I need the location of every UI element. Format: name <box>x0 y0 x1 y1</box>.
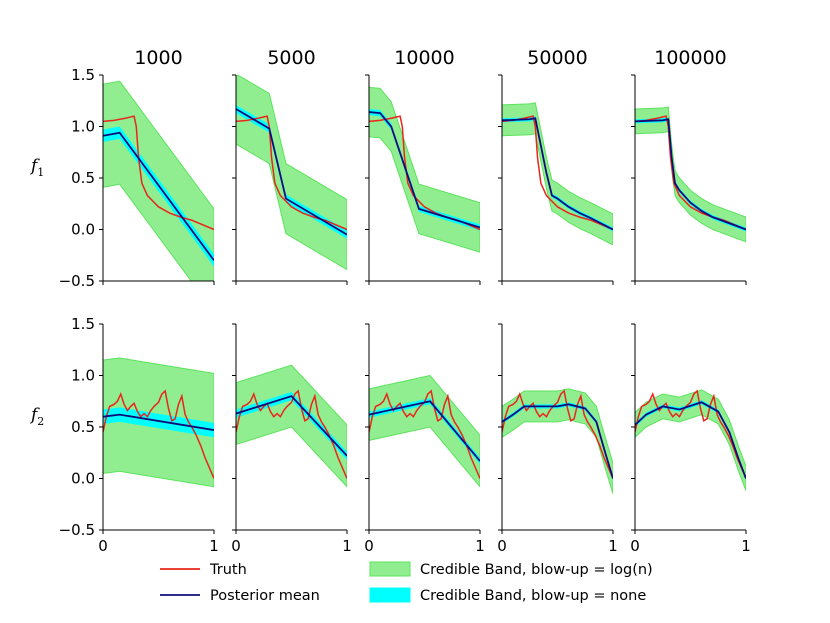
band-log-n <box>369 86 480 253</box>
posterior-mean-line <box>103 131 214 261</box>
plot-area <box>635 389 746 492</box>
x-tick-label: 1 <box>209 537 219 555</box>
row-label-subscript: 1 <box>37 166 44 179</box>
band-log-n <box>502 102 613 246</box>
truth-line <box>103 115 214 231</box>
plot-area <box>236 364 347 488</box>
x-tick-label: 1 <box>608 537 618 555</box>
plot-area <box>635 106 746 243</box>
y-tick-label: 1.0 <box>71 367 95 385</box>
x-tick-label: 1 <box>342 537 352 555</box>
row-label: f2 <box>29 405 44 428</box>
column-title: 5000 <box>267 47 315 69</box>
truth-line <box>236 115 347 231</box>
plot-area <box>236 75 347 271</box>
y-tick-label: −0.5 <box>59 521 95 539</box>
legend-label-truth: Truth <box>209 562 247 578</box>
x-tick-label: 1 <box>475 537 485 555</box>
posterior-mean-line <box>236 395 347 457</box>
band-none <box>236 391 347 460</box>
row-label-subscript: 2 <box>37 415 44 428</box>
plot-area <box>369 86 480 253</box>
posterior-mean-line <box>103 413 214 431</box>
column-title: 100000 <box>654 47 727 69</box>
truth-line <box>635 389 746 479</box>
y-tick-label: 1.5 <box>71 315 95 333</box>
column-title: 50000 <box>527 47 587 69</box>
x-tick-label: 0 <box>98 537 108 555</box>
band-log-n <box>502 388 613 495</box>
legend-label-band_none: Credible Band, blow-up = none <box>420 588 646 604</box>
legend-label-band_log: Credible Band, blow-up = log(n) <box>420 562 653 578</box>
x-tick-label: 0 <box>497 537 507 555</box>
posterior-mean-line <box>369 400 480 462</box>
plot-area <box>369 374 480 488</box>
band-log-n <box>103 80 214 281</box>
x-tick-label: 0 <box>231 537 241 555</box>
x-tick-label: 1 <box>741 537 751 555</box>
posterior-mean-line <box>236 108 347 236</box>
plot-area <box>502 102 613 246</box>
y-tick-label: 1.5 <box>71 66 95 84</box>
panel-10000-f1 <box>365 74 481 285</box>
panel-100000-f1 <box>631 74 747 285</box>
y-tick-label: 0.0 <box>71 470 95 488</box>
band-log-n <box>236 75 347 271</box>
panel-50000-f1 <box>498 74 614 285</box>
posterior-mean-line <box>369 111 480 229</box>
y-tick-label: 0.0 <box>71 221 95 239</box>
posterior-mean-line <box>502 403 613 479</box>
x-tick-label: 0 <box>630 537 640 555</box>
band-log-n <box>635 389 746 492</box>
truth-line <box>236 389 347 479</box>
panel-1000-f1: −0.5 0.0 0.5 1.0 1.5 <box>59 66 215 290</box>
y-tick-label: −0.5 <box>59 272 95 290</box>
legend-swatch-band_none <box>369 587 411 603</box>
posterior-mean-line <box>635 401 746 479</box>
row-label: f1 <box>29 156 44 179</box>
legend-swatch-band_log <box>369 561 411 577</box>
plot-area <box>502 388 613 495</box>
legend-label-posterior_mean: Posterior mean <box>210 588 320 604</box>
posterior-mean-line <box>502 117 613 231</box>
plot-area <box>103 357 214 488</box>
legend: Truth Posterior mean Credible Band, blow-u… <box>160 561 653 604</box>
truth-line <box>369 389 480 479</box>
x-tick-label: 0 <box>364 537 374 555</box>
y-tick-label: 0.5 <box>71 418 95 436</box>
truth-line <box>502 115 613 231</box>
plot-area <box>103 80 214 281</box>
y-tick-label: 1.0 <box>71 118 95 136</box>
band-log-n <box>369 374 480 488</box>
posterior-mean-line <box>635 118 746 231</box>
panel-5000-f1 <box>232 74 348 285</box>
band-none <box>103 407 214 438</box>
band-log-n <box>236 364 347 488</box>
column-title: 10000 <box>394 47 454 69</box>
y-tick-label: 0.5 <box>71 169 95 187</box>
column-title: 1000 <box>134 47 182 69</box>
truth-line <box>502 389 613 479</box>
panel-1000-f2: −0.5 0.0 0.5 1.0 1.5 0 1 <box>59 315 219 555</box>
